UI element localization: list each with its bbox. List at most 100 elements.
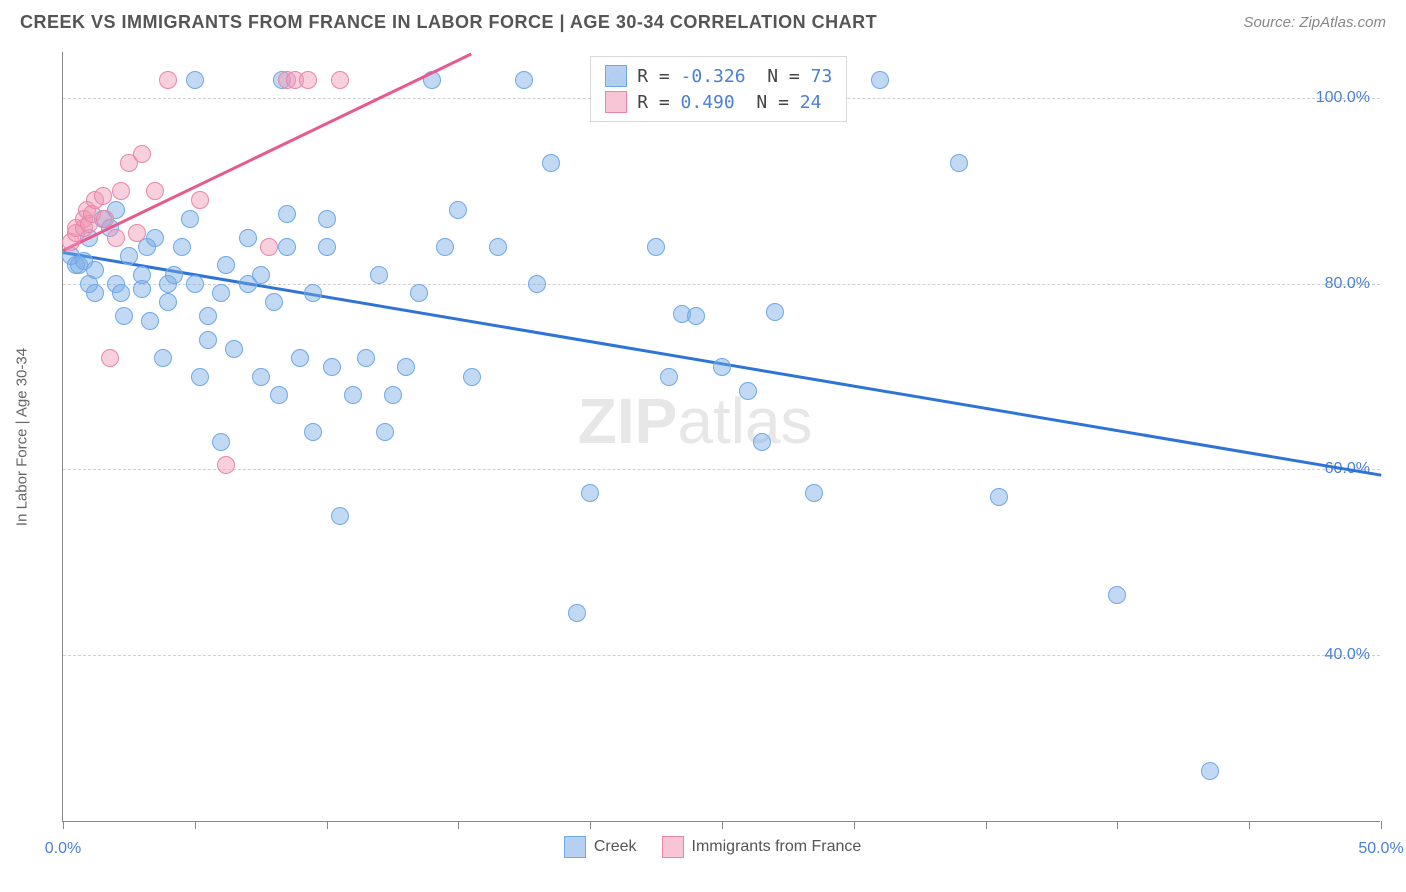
scatter-point: [357, 349, 375, 367]
scatter-point: [239, 229, 257, 247]
legend-label: Creek: [594, 838, 637, 856]
scatter-point: [94, 187, 112, 205]
legend-swatch: [605, 65, 627, 87]
stats-legend: R = -0.326 N = 73 R = 0.490 N = 24: [590, 56, 847, 122]
scatter-point: [165, 266, 183, 284]
scatter-point: [299, 71, 317, 89]
scatter-point: [260, 238, 278, 256]
scatter-point: [766, 303, 784, 321]
scatter-point: [128, 224, 146, 242]
x-tick: [722, 821, 723, 829]
scatter-point: [86, 261, 104, 279]
y-tick-label: 40.0%: [1325, 646, 1370, 664]
scatter-point: [112, 284, 130, 302]
plot-area: ZIPatlas 40.0%60.0%80.0%100.0%0.0%50.0%R…: [62, 52, 1380, 822]
scatter-point: [141, 312, 159, 330]
x-tick: [1381, 821, 1382, 829]
x-tick: [986, 821, 987, 829]
scatter-point: [304, 423, 322, 441]
scatter-point: [489, 238, 507, 256]
scatter-point: [384, 386, 402, 404]
scatter-point: [115, 307, 133, 325]
chart-container: In Labor Force | Age 30-34 ZIPatlas 40.0…: [50, 52, 1380, 822]
series-legend: Creek Immigrants from France: [564, 836, 862, 858]
scatter-point: [217, 256, 235, 274]
scatter-point: [120, 247, 138, 265]
scatter-point: [278, 238, 296, 256]
legend-stat: R = 0.490 N = 24: [637, 92, 821, 113]
source-attribution: Source: ZipAtlas.com: [1243, 14, 1386, 31]
scatter-point: [107, 229, 125, 247]
scatter-point: [252, 368, 270, 386]
scatter-point: [133, 145, 151, 163]
scatter-point: [252, 266, 270, 284]
scatter-point: [528, 275, 546, 293]
scatter-point: [331, 507, 349, 525]
legend-item: Creek: [564, 836, 637, 858]
legend-swatch: [605, 91, 627, 113]
y-axis-label: In Labor Force | Age 30-34: [14, 348, 31, 526]
gridline: [63, 469, 1380, 470]
scatter-point: [212, 284, 230, 302]
scatter-point: [173, 238, 191, 256]
x-tick-label-right: 50.0%: [1358, 840, 1403, 858]
x-tick: [1249, 821, 1250, 829]
legend-label: Immigrants from France: [692, 838, 862, 856]
scatter-point: [1201, 762, 1219, 780]
scatter-point: [270, 386, 288, 404]
scatter-point: [397, 358, 415, 376]
scatter-point: [542, 154, 560, 172]
watermark: ZIPatlas: [578, 384, 813, 458]
scatter-point: [159, 293, 177, 311]
scatter-point: [515, 71, 533, 89]
scatter-point: [217, 456, 235, 474]
scatter-point: [990, 488, 1008, 506]
scatter-point: [318, 238, 336, 256]
scatter-point: [199, 307, 217, 325]
scatter-point: [86, 284, 104, 302]
scatter-point: [410, 284, 428, 302]
gridline: [63, 655, 1380, 656]
scatter-point: [436, 238, 454, 256]
scatter-point: [331, 71, 349, 89]
x-tick: [458, 821, 459, 829]
chart-title: CREEK VS IMMIGRANTS FROM FRANCE IN LABOR…: [20, 12, 877, 33]
legend-item: Immigrants from France: [662, 836, 862, 858]
scatter-point: [323, 358, 341, 376]
scatter-point: [146, 182, 164, 200]
scatter-point: [304, 284, 322, 302]
scatter-point: [191, 368, 209, 386]
scatter-point: [568, 604, 586, 622]
scatter-point: [186, 275, 204, 293]
scatter-point: [278, 205, 296, 223]
scatter-point: [181, 210, 199, 228]
scatter-point: [463, 368, 481, 386]
scatter-point: [133, 266, 151, 284]
scatter-point: [191, 191, 209, 209]
scatter-point: [112, 182, 130, 200]
x-tick: [63, 821, 64, 829]
scatter-point: [739, 382, 757, 400]
scatter-point: [212, 433, 230, 451]
scatter-point: [101, 349, 119, 367]
scatter-point: [871, 71, 889, 89]
scatter-point: [713, 358, 731, 376]
scatter-point: [449, 201, 467, 219]
scatter-point: [660, 368, 678, 386]
scatter-point: [225, 340, 243, 358]
legend-swatch: [564, 836, 586, 858]
x-tick: [590, 821, 591, 829]
scatter-point: [344, 386, 362, 404]
scatter-point: [581, 484, 599, 502]
x-tick: [327, 821, 328, 829]
scatter-point: [318, 210, 336, 228]
scatter-point: [370, 266, 388, 284]
scatter-point: [265, 293, 283, 311]
legend-swatch: [662, 836, 684, 858]
y-tick-label: 80.0%: [1325, 275, 1370, 293]
scatter-point: [96, 210, 114, 228]
scatter-point: [376, 423, 394, 441]
scatter-point: [154, 349, 172, 367]
scatter-point: [291, 349, 309, 367]
stats-legend-row: R = -0.326 N = 73: [605, 63, 832, 89]
